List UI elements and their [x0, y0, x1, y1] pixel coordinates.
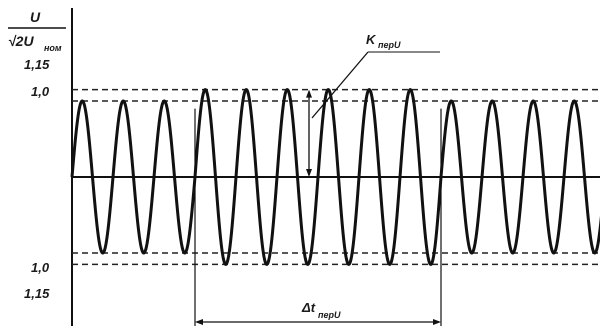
ylabel-bottom-root: √2U [8, 33, 34, 49]
k-arrowhead-1 [306, 169, 312, 177]
ylabel-bottom-sub: ном [44, 43, 62, 53]
ytick-label-pos-10: 1,0 [31, 84, 50, 99]
ytick-label-neg-10: 1,0 [31, 260, 50, 275]
k-annotation-leader [311, 51, 369, 119]
dt-arrowhead-1 [433, 319, 441, 325]
k-annotation-main: K [366, 32, 377, 47]
dt-arrowhead-0 [195, 319, 203, 325]
k-annotation-sub: перU [378, 40, 401, 50]
ytick-label-pos-115: 1,15 [24, 57, 50, 72]
dt-annotation-main: Δt [301, 300, 316, 315]
dt-annotation-sub: перU [318, 310, 341, 320]
ylabel-top: U [30, 9, 41, 25]
k-arrowhead-0 [306, 89, 312, 98]
voltage-waveform [70, 88, 600, 266]
ytick-label-neg-115: 1,15 [24, 286, 50, 301]
